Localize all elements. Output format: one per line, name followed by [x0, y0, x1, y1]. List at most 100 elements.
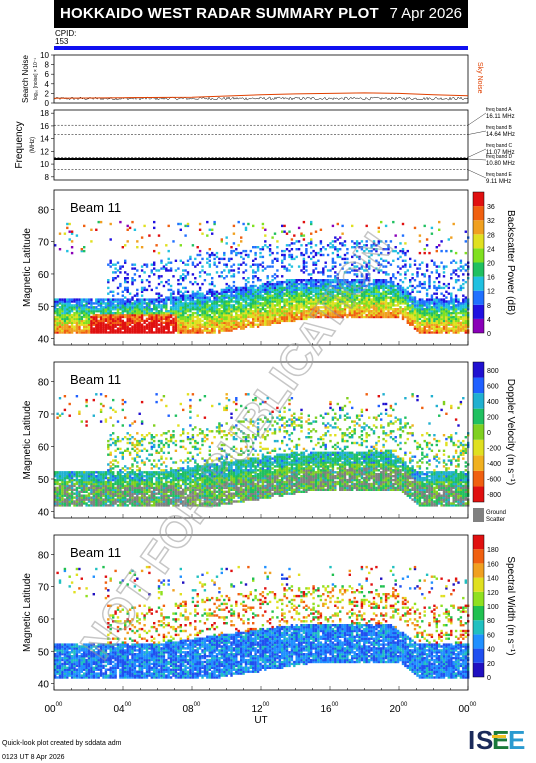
data-cell [85, 308, 88, 311]
data-cell [68, 473, 71, 476]
data-cell [355, 269, 359, 272]
data-cell [145, 288, 149, 292]
data-cell [457, 311, 460, 315]
data-cell [208, 306, 211, 309]
data-cell [329, 282, 332, 286]
data-cell [240, 325, 243, 328]
data-cell [314, 306, 318, 309]
data-cell [121, 298, 124, 301]
data-cell [169, 313, 173, 317]
data-cell [399, 249, 402, 253]
data-cell [288, 290, 291, 293]
data-cell [227, 317, 231, 321]
data-cell [223, 327, 226, 330]
data-cell [445, 321, 448, 324]
data-cell [290, 257, 294, 261]
data-cell [416, 310, 419, 313]
data-cell [70, 492, 74, 495]
data-cell [87, 471, 91, 474]
data-cell [54, 327, 57, 330]
data-cell [433, 315, 436, 319]
data-cell [310, 290, 313, 293]
data-cell [389, 313, 393, 317]
data-cell [273, 313, 277, 317]
data-cell [331, 265, 335, 268]
data-cell [268, 311, 272, 315]
data-cell [109, 327, 112, 330]
data-cell [351, 263, 354, 266]
data-cell [404, 242, 407, 245]
data-cell [375, 315, 378, 319]
data-cell [235, 288, 238, 292]
data-cell [235, 323, 238, 326]
data-cell [121, 408, 124, 412]
data-cell [73, 325, 76, 328]
data-cell [225, 327, 228, 330]
data-cell [83, 246, 86, 249]
data-cell [435, 249, 438, 253]
data-cell [56, 321, 59, 324]
data-cell [252, 280, 255, 284]
data-cell [264, 228, 267, 231]
data-cell [121, 323, 124, 326]
data-cell [435, 323, 438, 326]
data-cell [370, 282, 373, 286]
data-cell [80, 248, 83, 251]
data-cell [56, 490, 59, 493]
data-cell [276, 251, 279, 255]
data-cell [128, 471, 132, 474]
data-cell [90, 496, 93, 499]
data-cell [312, 271, 315, 274]
data-cell [433, 308, 436, 311]
data-cell [387, 288, 390, 292]
data-cell [235, 306, 238, 309]
data-cell [155, 496, 158, 499]
data-cell [184, 302, 187, 305]
data-cell [75, 306, 79, 309]
data-cell [157, 319, 161, 323]
data-cell [208, 323, 211, 326]
data-cell [259, 304, 262, 307]
data-cell [140, 437, 144, 441]
data-cell [213, 327, 216, 330]
data-cell [454, 311, 458, 315]
data-cell [182, 261, 185, 264]
data-cell [259, 315, 262, 319]
data-cell [160, 313, 163, 317]
data-cell [358, 308, 361, 311]
data-cell [326, 302, 330, 305]
data-cell [399, 286, 402, 290]
data-cell [179, 311, 182, 315]
data-cell [329, 311, 332, 315]
data-cell [83, 473, 86, 476]
data-cell [227, 311, 231, 315]
data-cell [68, 486, 71, 490]
data-cell [450, 323, 453, 326]
data-cell [56, 471, 59, 474]
data-cell [462, 327, 465, 330]
data-cell [63, 232, 67, 235]
data-cell [276, 296, 279, 299]
data-cell [445, 302, 448, 305]
data-cell [78, 496, 81, 499]
data-cell [177, 311, 180, 315]
data-cell [334, 304, 337, 307]
data-cell [259, 288, 262, 292]
data-cell [343, 261, 347, 264]
data-cell [384, 306, 388, 309]
data-cell [215, 311, 219, 315]
data-cell [413, 300, 417, 303]
data-cell [394, 288, 397, 292]
data-cell [131, 476, 134, 480]
data-cell [430, 311, 434, 315]
data-cell [230, 310, 233, 313]
data-cell [68, 230, 71, 233]
data-cell [416, 275, 419, 278]
data-cell [169, 311, 173, 315]
colorbar-tick-label: 0 [487, 331, 491, 338]
data-cell [459, 327, 463, 330]
data-cell [87, 480, 91, 484]
data-cell [148, 321, 151, 324]
data-cell [288, 315, 291, 319]
data-cell [198, 317, 202, 321]
